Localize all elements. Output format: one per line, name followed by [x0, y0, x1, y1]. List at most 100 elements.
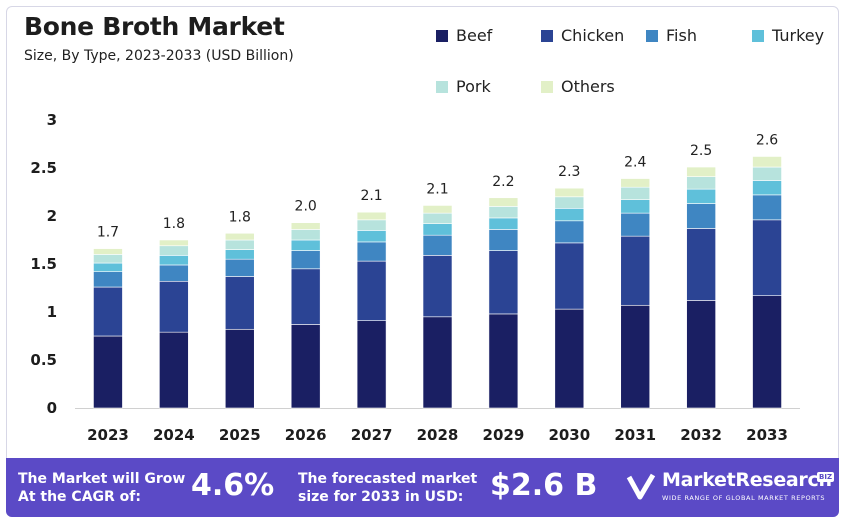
- bar-segment-pork: [224, 239, 255, 250]
- cagr-label-line1: The Market will Grow: [18, 471, 186, 487]
- legend-swatch-turkey: [752, 29, 764, 42]
- bar-segment-pork: [488, 206, 519, 219]
- legend-swatch-fish: [646, 29, 658, 42]
- legend-item-chicken: Chicken: [541, 26, 624, 45]
- legend-label-turkey: Turkey: [772, 26, 825, 45]
- legend-swatch-others: [541, 80, 553, 93]
- legend-label-beef: Beef: [456, 26, 493, 45]
- bar-segment-others: [290, 222, 321, 230]
- chart-title: Bone Broth Market: [24, 12, 285, 41]
- bar-total-label: 1.7: [97, 225, 119, 241]
- bar-segment-turkey: [224, 249, 255, 260]
- bar-segment-fish: [686, 203, 716, 229]
- legend-label-pork: Pork: [456, 77, 491, 96]
- bar-segment-others: [686, 166, 716, 177]
- bar-segment-others: [356, 211, 387, 221]
- bar-segment-chicken: [488, 250, 519, 315]
- bar-chart: 0 0.5 1 1.5 2 2.5 3 1.7 2023 1.8 2024 1.8 2025 2.0 202…: [30, 111, 800, 444]
- bar-segment-pork: [620, 186, 651, 200]
- x-tick-label: 2025: [219, 426, 261, 444]
- y-tick-label: 3: [47, 111, 57, 129]
- bar-segment-turkey: [422, 223, 453, 236]
- bar-segment-pork: [290, 229, 321, 241]
- x-tick-label: 2031: [614, 426, 656, 444]
- bar-segment-pork: [752, 166, 782, 181]
- bar-segment-chicken: [752, 219, 782, 296]
- bar-segment-turkey: [488, 217, 519, 230]
- legend-item-turkey: Turkey: [752, 26, 824, 45]
- bar-segment-chicken: [290, 268, 321, 325]
- bar-segment-beef: [356, 320, 387, 409]
- bar-segment-chicken: [356, 260, 387, 321]
- bar-segment-others: [224, 232, 255, 241]
- bar-segment-others: [554, 187, 585, 198]
- bar-segment-fish: [290, 250, 321, 270]
- bar-segment-beef: [159, 331, 189, 409]
- forecast-value: $2.6 B: [490, 468, 598, 503]
- y-tick-label: 2.5: [30, 159, 57, 177]
- bar-total-label: 2.0: [295, 199, 317, 215]
- bar-total-label: 1.8: [163, 216, 185, 232]
- bar-segment-fish: [93, 271, 123, 288]
- bar-total-label: 2.3: [558, 164, 580, 180]
- bar-segment-turkey: [620, 199, 651, 214]
- cagr-label: The Market will Grow At the CAGR of:: [18, 470, 185, 506]
- bar-segment-pork: [686, 176, 716, 190]
- bar-segment-fish: [356, 241, 387, 262]
- bar-segment-chicken: [620, 235, 651, 306]
- bar-segment-turkey: [93, 262, 123, 272]
- bar-segment-turkey: [290, 239, 321, 251]
- legend-item-beef: Beef: [436, 26, 492, 45]
- legend-swatch-pork: [436, 80, 448, 93]
- bar-segment-beef: [488, 313, 519, 409]
- x-tick-label: 2027: [351, 426, 393, 444]
- brand-badge: BIZ: [817, 472, 835, 482]
- legend-label-chicken: Chicken: [561, 26, 625, 45]
- bar-segment-beef: [686, 300, 716, 409]
- bar-segment-pork: [554, 196, 585, 209]
- forecast-label-line1: The forecasted market: [298, 471, 478, 487]
- bar-segment-beef: [620, 304, 651, 409]
- bar-segment-beef: [224, 328, 255, 409]
- bar-segment-fish: [554, 220, 585, 244]
- x-tick-label: 2024: [153, 426, 195, 444]
- forecast-label-line2: size for 2033 in USD:: [298, 489, 464, 505]
- brand-name: MarketResearch: [662, 469, 832, 491]
- legend-swatch-chicken: [541, 29, 553, 42]
- y-tick-label: 0.5: [30, 351, 57, 369]
- legend-swatch-beef: [436, 29, 448, 42]
- bar-segment-fish: [488, 229, 519, 251]
- legend-label-fish: Fish: [666, 26, 697, 45]
- brand-tagline: WIDE RANGE OF GLOBAL MARKET REPORTS: [662, 494, 826, 502]
- chart-subtitle: Size, By Type, 2023-2033 (USD Billion): [24, 48, 294, 64]
- bar-segment-chicken: [554, 242, 585, 310]
- x-tick-label: 2023: [87, 426, 129, 444]
- bar-segment-turkey: [554, 208, 585, 222]
- bar-segment-chicken: [159, 280, 189, 333]
- bar-total-label: 2.5: [690, 143, 712, 159]
- bar-segment-beef: [290, 324, 321, 409]
- bar-total-label: 2.1: [426, 181, 448, 197]
- bar-segment-pork: [93, 254, 123, 264]
- bar-segment-chicken: [93, 286, 123, 337]
- cagr-value: 4.6%: [191, 468, 275, 503]
- y-tick-label: 1.5: [30, 255, 57, 273]
- y-tick-label: 2: [47, 207, 57, 225]
- cagr-label-line2: At the CAGR of:: [18, 489, 141, 505]
- bar-segment-others: [488, 197, 519, 207]
- bar-segment-others: [752, 156, 782, 168]
- bar-segment-pork: [159, 245, 189, 256]
- bar-segment-turkey: [686, 188, 716, 204]
- bar-segment-fish: [224, 258, 255, 277]
- bar-segment-pork: [356, 219, 387, 231]
- bar-total-label: 1.8: [229, 209, 251, 225]
- bar-segment-turkey: [356, 230, 387, 243]
- x-tick-label: 2030: [548, 426, 590, 444]
- bar-total-label: 2.1: [360, 188, 382, 204]
- x-tick-label: 2033: [746, 426, 788, 444]
- bar-segment-chicken: [422, 255, 453, 318]
- brand-logo-icon: [626, 473, 656, 500]
- forecast-label: The forecasted market size for 2033 in U…: [298, 470, 477, 506]
- bar-segment-chicken: [224, 276, 255, 330]
- x-tick-label: 2029: [483, 426, 525, 444]
